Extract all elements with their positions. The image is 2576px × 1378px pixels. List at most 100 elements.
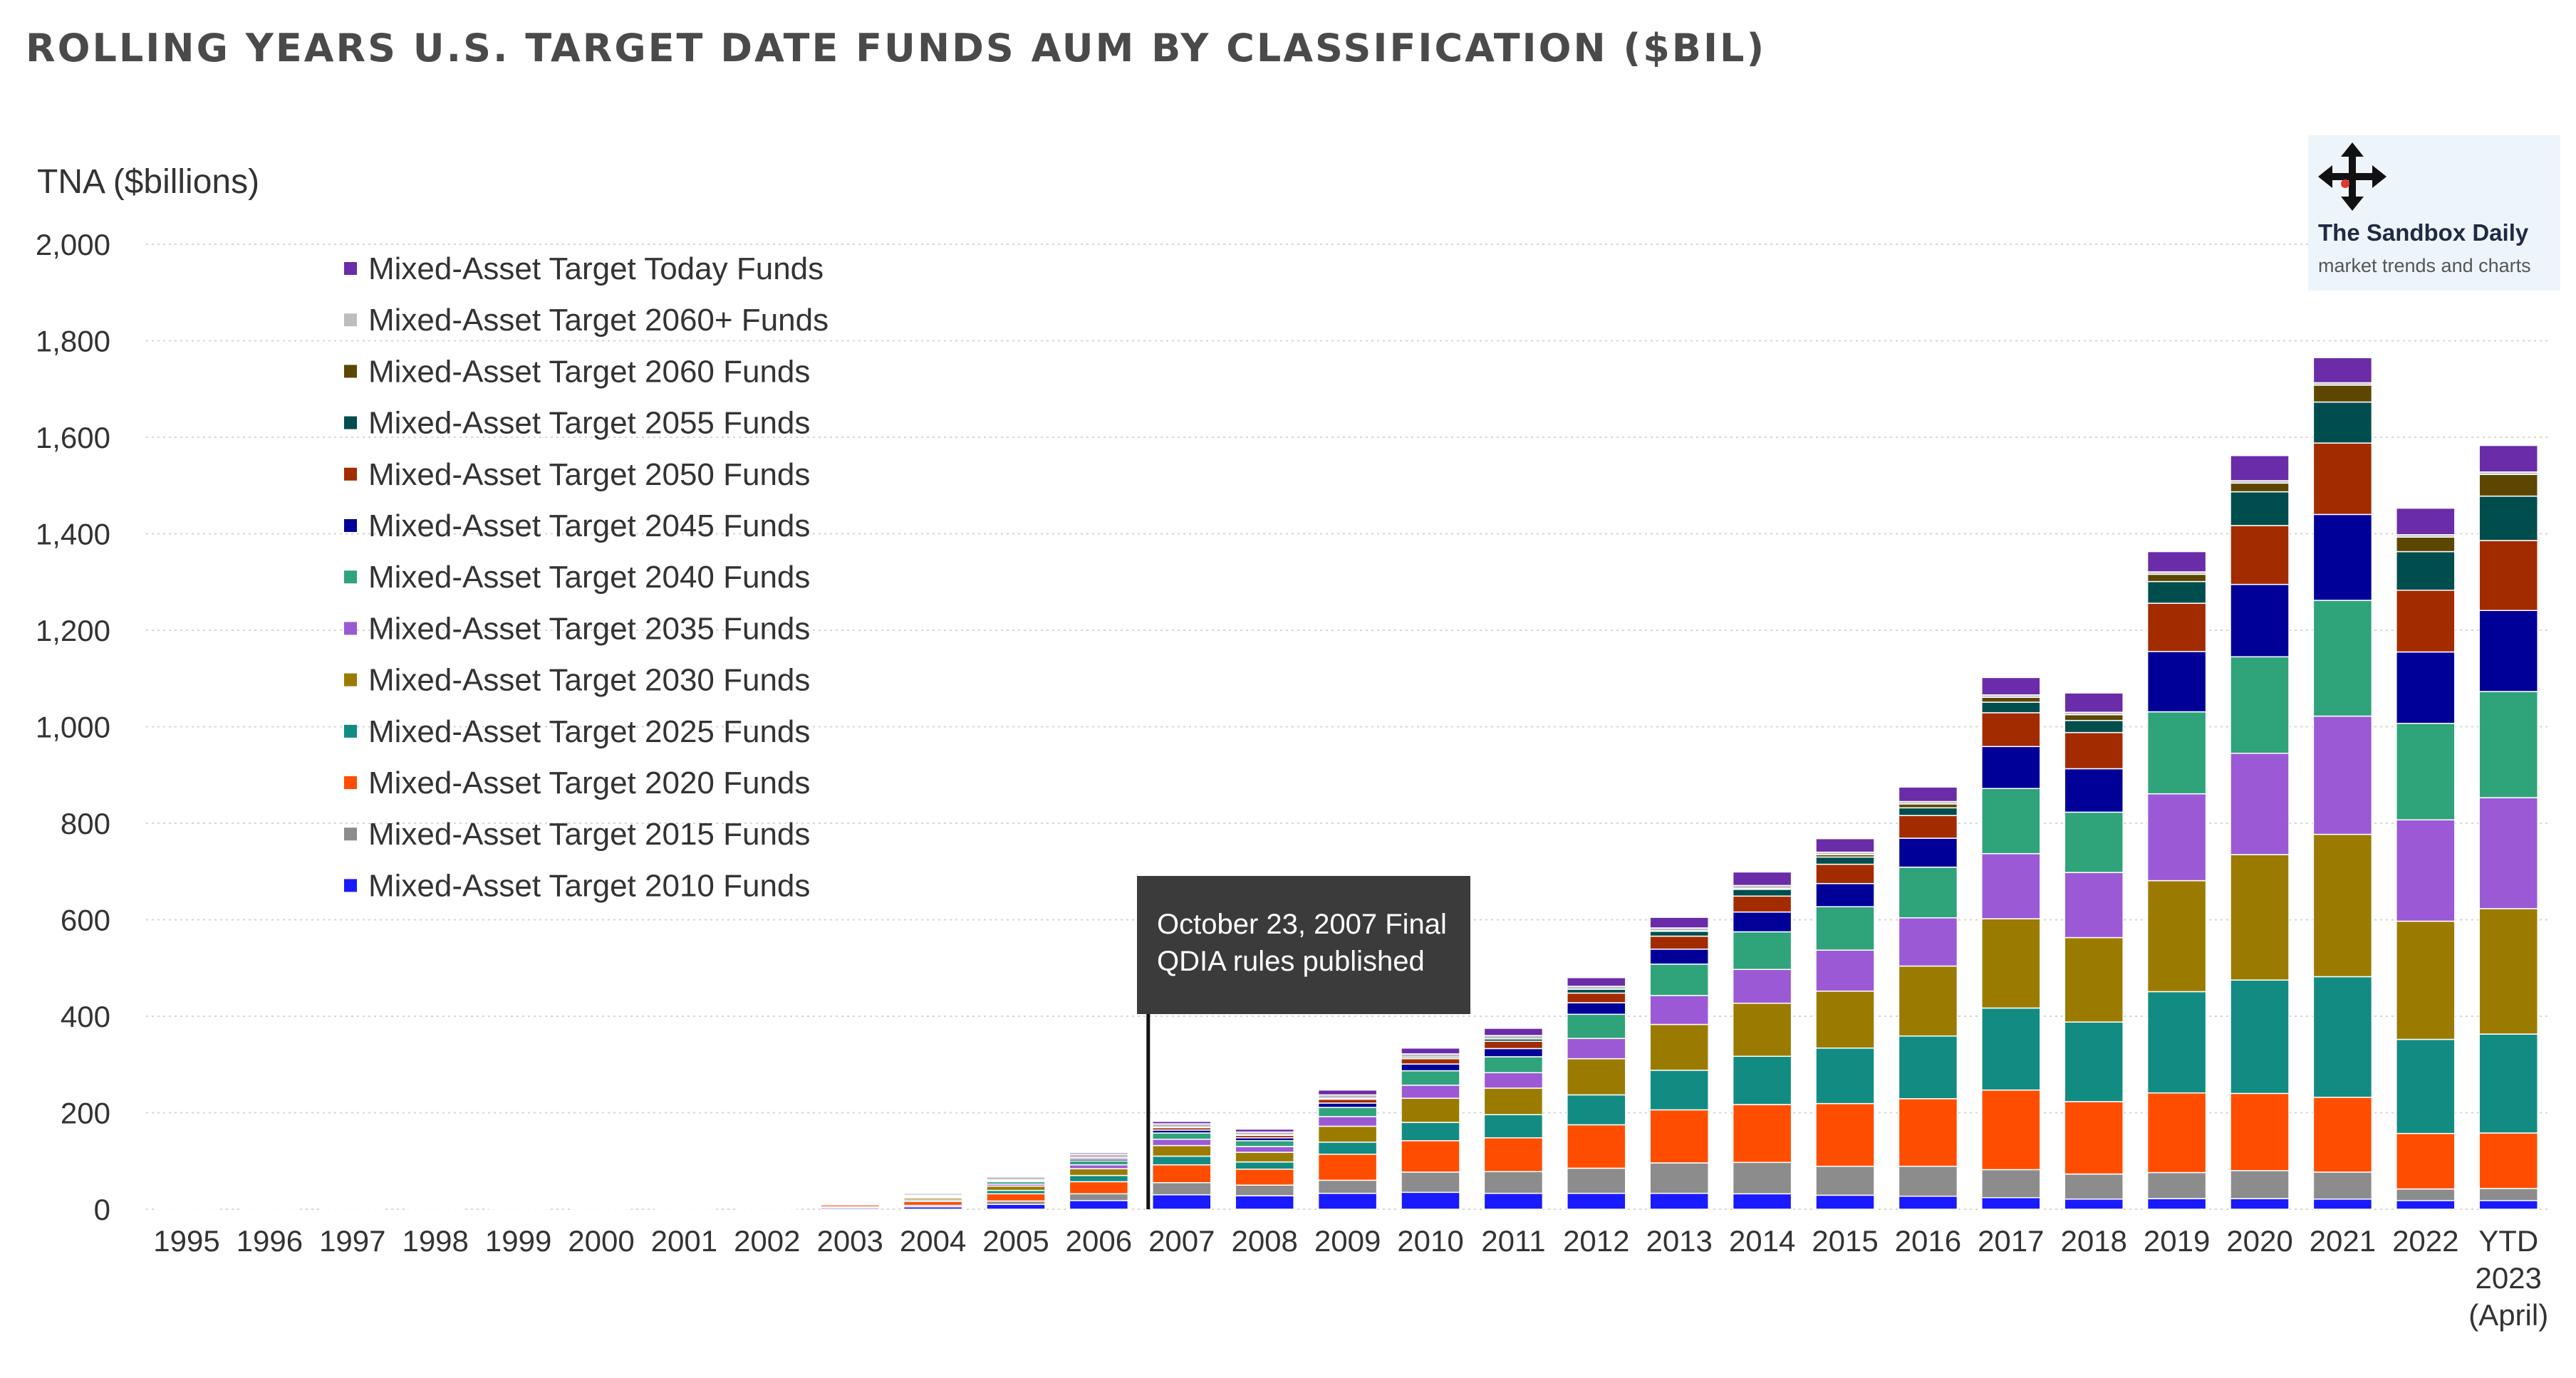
bar-segment — [1898, 917, 1958, 967]
bar-segment — [1567, 977, 1626, 987]
x-tick-label: 2006 — [1066, 1224, 1132, 1258]
bar-segment — [1483, 1171, 1544, 1194]
bar-segment — [1898, 1098, 1958, 1167]
x-tick-label-line: 1997 — [319, 1224, 385, 1258]
x-tick-label: 2022 — [2392, 1224, 2458, 1258]
bar-segment — [1152, 1194, 1212, 1210]
bar-segment — [2064, 692, 2124, 713]
bar-segment — [1815, 863, 1875, 884]
legend-label: Mixed-Asset Target 2015 Funds — [368, 817, 810, 852]
bar-segment — [1898, 866, 1958, 919]
bar-segment — [239, 1206, 300, 1209]
x-tick-label-line: 2011 — [1481, 1224, 1545, 1258]
bar-segment — [1152, 1155, 1212, 1166]
x-tick-label: YTD 2023 (April) — [2468, 1224, 2548, 1332]
legend-swatch — [344, 416, 357, 429]
x-tick-label: 2003 — [816, 1224, 883, 1258]
bar-segment — [1898, 1165, 1958, 1197]
bar-segment — [1649, 1023, 1709, 1071]
x-tick-label-line: 2007 — [1148, 1224, 1215, 1258]
x-tick-label-line: 2012 — [1563, 1224, 1629, 1258]
x-tick-label: 2008 — [1231, 1224, 1297, 1258]
y-tick-label: 1,200 — [36, 614, 110, 647]
bar-segment — [1898, 815, 1958, 839]
bar-segment — [2396, 1200, 2456, 1210]
x-tick-label: 2010 — [1397, 1224, 1463, 1258]
bar-segment — [1649, 931, 1709, 937]
legend-swatch — [344, 673, 357, 687]
bar-segment — [1567, 1013, 1626, 1039]
bar-segment — [1069, 1164, 1129, 1169]
page-title: ROLLING YEARS U.S. TARGET DATE FUNDS AUM… — [26, 26, 1767, 71]
bar-segment — [1649, 964, 1709, 996]
bar-segment — [1317, 1179, 1378, 1194]
bar-segment — [2064, 811, 2124, 873]
bar-segment — [1567, 988, 1626, 994]
bar-segment — [2396, 651, 2456, 724]
bar-segment — [2146, 550, 2207, 573]
bar-segment — [1401, 1085, 1460, 1099]
bar-segment — [2230, 656, 2290, 754]
bar-segment — [1732, 911, 1792, 933]
bar-segment — [2396, 819, 2456, 922]
bar-segment — [1317, 1154, 1378, 1181]
x-tick-label-line: 2009 — [1314, 1224, 1381, 1258]
legend-swatch — [344, 828, 357, 841]
x-tick-label-line: 2010 — [1397, 1224, 1463, 1258]
bar-segment — [1401, 1191, 1460, 1210]
bar-segment — [2146, 602, 2207, 652]
bar-segment — [1235, 1184, 1294, 1196]
bar-segment — [1732, 1002, 1792, 1057]
bar-segment — [1732, 969, 1792, 1004]
bar-segment — [2478, 1132, 2538, 1189]
annotation-line-2: QDIA rules published — [1157, 946, 1425, 977]
watermark-tagline: market trends and charts — [2318, 255, 2531, 276]
bar-segment — [1732, 889, 1792, 897]
bar-segment — [2478, 1033, 2538, 1134]
legend-label: Mixed-Asset Target 2035 Funds — [368, 611, 810, 646]
bar-segment — [1401, 1070, 1460, 1086]
bar-segment — [1649, 949, 1709, 965]
legend-label: Mixed-Asset Target 2050 Funds — [368, 457, 810, 492]
bar-segment — [1898, 837, 1958, 868]
x-tick-label-line: 1996 — [237, 1224, 303, 1258]
bar-segment — [2146, 711, 2207, 795]
bar-segment — [2396, 1132, 2456, 1190]
bar-segment — [1152, 1181, 1212, 1196]
bar-segment — [2478, 495, 2538, 541]
bar-segment — [1069, 1168, 1129, 1176]
bar-segment — [2064, 714, 2124, 721]
x-tick-label-line: (April) — [2468, 1298, 2548, 1332]
bar-segment — [1235, 1161, 1294, 1170]
bar-segment — [1981, 677, 2041, 696]
legend-swatch — [344, 519, 357, 532]
bar-segment — [2064, 872, 2124, 939]
bar-segment — [1235, 1152, 1294, 1163]
bar-segment — [2146, 1198, 2207, 1210]
x-tick-label: 2001 — [651, 1224, 717, 1258]
x-tick-label-line: 2001 — [651, 1224, 717, 1258]
x-tick-label-line: 2016 — [1895, 1224, 1961, 1258]
bar-segment — [2478, 691, 2538, 798]
bar-segment — [2146, 991, 2207, 1094]
bar-segment — [1981, 1089, 2041, 1171]
bar-segment — [2146, 573, 2207, 583]
bar-segment — [1981, 1169, 2041, 1199]
x-tick-label-line: 2023 — [2475, 1261, 2541, 1295]
bar-segment — [2230, 854, 2290, 981]
bar-segment — [1401, 1171, 1460, 1194]
bar-segment — [2146, 651, 2207, 713]
legend-label: Mixed-Asset Target 2045 Funds — [368, 508, 810, 543]
annotation-line-1: October 23, 2007 Final — [1157, 909, 1447, 940]
legend-label: Mixed-Asset Target 2060+ Funds — [368, 303, 829, 338]
bar-segment — [1401, 1140, 1460, 1173]
x-tick-label: 2005 — [982, 1224, 1049, 1258]
bar-segment — [2478, 610, 2538, 692]
bar-segment — [2230, 1092, 2290, 1171]
bar-segment — [1317, 1192, 1378, 1210]
bar-segment — [1069, 1174, 1129, 1183]
bar-segment — [1483, 1192, 1544, 1210]
x-tick-label: 2021 — [2310, 1224, 2376, 1258]
bar-segment — [1317, 1102, 1378, 1108]
